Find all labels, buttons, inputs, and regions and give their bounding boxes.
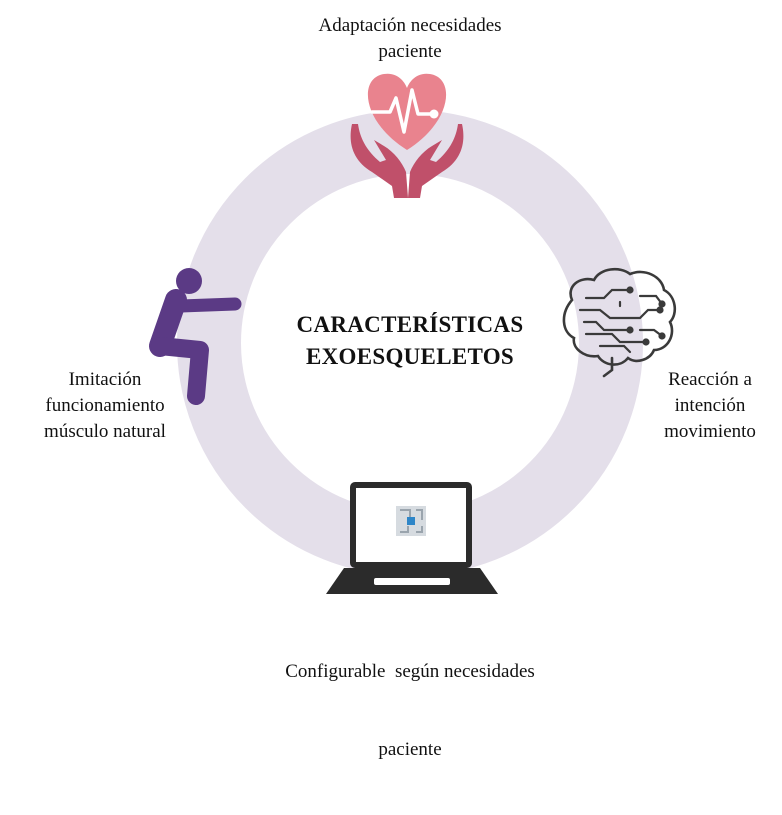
feature-label-line: Configurable según necesidades — [285, 661, 535, 682]
laptop-chip-icon — [326, 482, 498, 594]
feature-label-bottom: Configurable según necesidades paciente — [250, 607, 570, 815]
circuit-brain-icon — [562, 267, 677, 378]
center-title-line: EXOESQUELETOS — [305, 344, 514, 369]
feature-label-line: Imitación — [68, 369, 142, 390]
feature-label-line: funcionamiento — [45, 395, 165, 416]
feature-label-line: intención — [674, 395, 746, 416]
center-title-line: CARACTERÍSTICAS — [296, 312, 524, 337]
feature-label-left: Imitación funcionamiento músculo natural — [10, 367, 200, 445]
feature-label-line: paciente — [378, 41, 442, 62]
feature-label-right: Reacción a intención movimiento — [640, 367, 780, 445]
center-title: CARACTERÍSTICAS EXOESQUELETOS — [250, 309, 570, 373]
diagram-canvas — [149, 73, 677, 594]
feature-label-line: movimiento — [664, 421, 756, 442]
exoskeleton-features-diagram: CARACTERÍSTICAS EXOESQUELETOS Adaptación… — [10, 13, 780, 760]
heart-hands-icon — [350, 73, 464, 198]
feature-label-top: Adaptación necesidades paciente — [270, 13, 550, 65]
feature-label-line: paciente — [378, 739, 442, 760]
feature-label-line: Adaptación necesidades — [318, 15, 502, 36]
squatting-person-icon — [149, 268, 242, 405]
feature-label-line: Reacción a — [668, 369, 752, 390]
feature-label-line: músculo natural — [44, 421, 166, 442]
